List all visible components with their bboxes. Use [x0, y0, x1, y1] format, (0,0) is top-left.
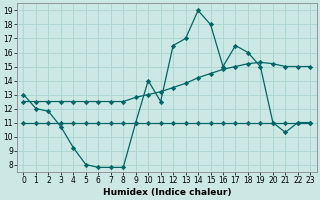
X-axis label: Humidex (Indice chaleur): Humidex (Indice chaleur) — [103, 188, 231, 197]
